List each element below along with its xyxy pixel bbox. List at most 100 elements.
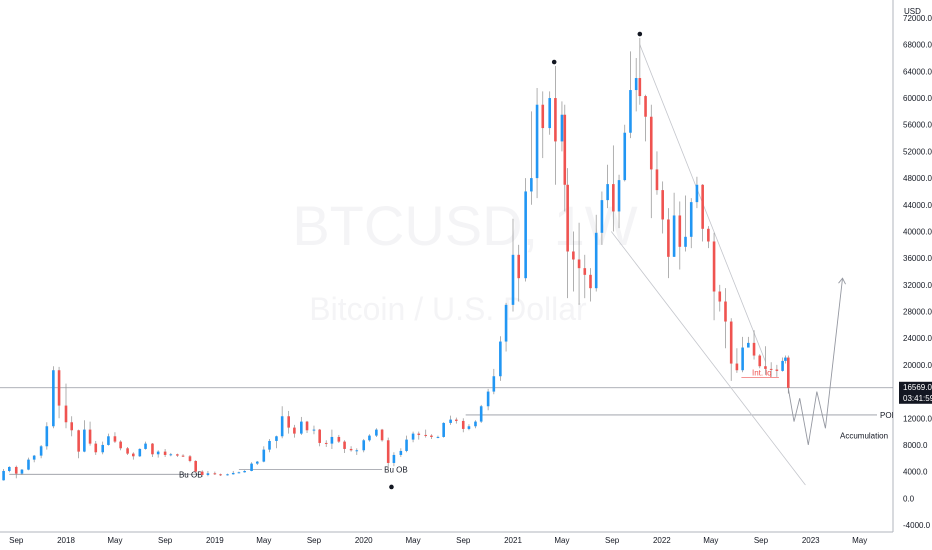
candle[interactable] — [769, 362, 773, 377]
candle[interactable] — [554, 66, 557, 185]
candle[interactable] — [8, 466, 11, 473]
candle[interactable] — [275, 435, 278, 449]
candle[interactable] — [411, 431, 415, 443]
candle[interactable] — [474, 420, 477, 429]
candle[interactable] — [362, 438, 366, 453]
candle[interactable] — [163, 448, 167, 457]
candle[interactable] — [436, 435, 440, 439]
candle[interactable] — [27, 457, 30, 471]
candle[interactable] — [563, 104, 567, 212]
candle[interactable] — [589, 268, 592, 302]
candle[interactable] — [318, 428, 321, 447]
candle[interactable] — [399, 448, 403, 457]
candle[interactable] — [499, 336, 502, 381]
candle[interactable] — [57, 366, 61, 419]
candle[interactable] — [219, 473, 222, 476]
candle[interactable] — [712, 232, 716, 321]
candle[interactable] — [355, 448, 359, 455]
candle[interactable] — [638, 38, 642, 105]
candle[interactable] — [612, 145, 615, 232]
candle[interactable] — [548, 91, 552, 135]
candle[interactable] — [623, 124, 627, 182]
candle[interactable] — [131, 452, 135, 460]
candle[interactable] — [113, 432, 117, 443]
candle[interactable] — [689, 198, 693, 249]
candle[interactable] — [758, 354, 762, 369]
candle[interactable] — [661, 181, 664, 234]
candle[interactable] — [572, 231, 575, 292]
candle[interactable] — [194, 460, 197, 474]
candle[interactable] — [293, 424, 296, 438]
candle[interactable] — [479, 404, 483, 423]
candle[interactable] — [206, 470, 210, 477]
candle[interactable] — [424, 429, 428, 438]
candle[interactable] — [644, 94, 647, 142]
candle[interactable] — [449, 415, 452, 425]
price-axis[interactable]: -4000.00.04000.08000.012000.016000.02000… — [903, 14, 932, 530]
candle[interactable] — [375, 428, 378, 437]
candle[interactable] — [701, 184, 704, 242]
candle[interactable] — [764, 346, 767, 375]
candle[interactable] — [467, 424, 471, 431]
candle[interactable] — [2, 468, 5, 481]
candle[interactable] — [138, 448, 142, 457]
candle[interactable] — [88, 421, 92, 446]
candle[interactable] — [188, 454, 192, 463]
candle[interactable] — [741, 336, 744, 373]
candle[interactable] — [695, 176, 699, 209]
candle[interactable] — [169, 452, 173, 457]
candle[interactable] — [583, 254, 587, 299]
candle[interactable] — [280, 406, 284, 439]
candle[interactable] — [77, 429, 80, 459]
candle[interactable] — [312, 425, 316, 435]
candle[interactable] — [455, 417, 458, 424]
candle[interactable] — [649, 104, 653, 219]
candle[interactable] — [20, 468, 24, 475]
candle[interactable] — [324, 440, 328, 447]
candle[interactable] — [634, 58, 638, 112]
candle[interactable] — [781, 357, 784, 372]
candle[interactable] — [343, 440, 346, 453]
candle[interactable] — [176, 453, 179, 457]
candle[interactable] — [300, 416, 303, 435]
candle[interactable] — [517, 244, 521, 302]
candle[interactable] — [83, 420, 86, 453]
candle[interactable] — [678, 201, 682, 270]
candle[interactable] — [667, 208, 670, 279]
candle[interactable] — [368, 434, 371, 442]
candle[interactable] — [492, 368, 496, 395]
candle[interactable] — [380, 428, 384, 442]
candle[interactable] — [617, 174, 621, 229]
candle[interactable] — [786, 355, 790, 394]
candle[interactable] — [237, 471, 241, 474]
candle[interactable] — [226, 473, 229, 476]
candle[interactable] — [511, 218, 515, 312]
candle[interactable] — [156, 450, 160, 458]
candle[interactable] — [405, 435, 408, 453]
candle[interactable] — [101, 441, 105, 455]
candle[interactable] — [231, 470, 235, 475]
candle[interactable] — [107, 433, 110, 446]
candle[interactable] — [126, 446, 129, 455]
candle[interactable] — [268, 438, 271, 453]
candle[interactable] — [386, 437, 390, 473]
candle[interactable] — [243, 470, 246, 473]
candle[interactable] — [707, 226, 710, 249]
candle[interactable] — [504, 302, 508, 352]
candle[interactable] — [250, 462, 253, 472]
candle[interactable] — [255, 460, 259, 465]
candle[interactable] — [417, 431, 421, 440]
candle[interactable] — [337, 434, 341, 443]
candle[interactable] — [94, 440, 98, 455]
candle[interactable] — [151, 442, 154, 457]
candle[interactable] — [64, 383, 68, 429]
candle[interactable] — [287, 410, 290, 434]
candle[interactable] — [486, 388, 490, 411]
candle[interactable] — [784, 355, 787, 364]
candle[interactable] — [200, 470, 204, 477]
candle[interactable] — [560, 101, 564, 152]
candle[interactable] — [752, 330, 756, 360]
candle[interactable] — [39, 444, 43, 459]
candle[interactable] — [330, 429, 334, 449]
candle[interactable] — [305, 420, 309, 433]
